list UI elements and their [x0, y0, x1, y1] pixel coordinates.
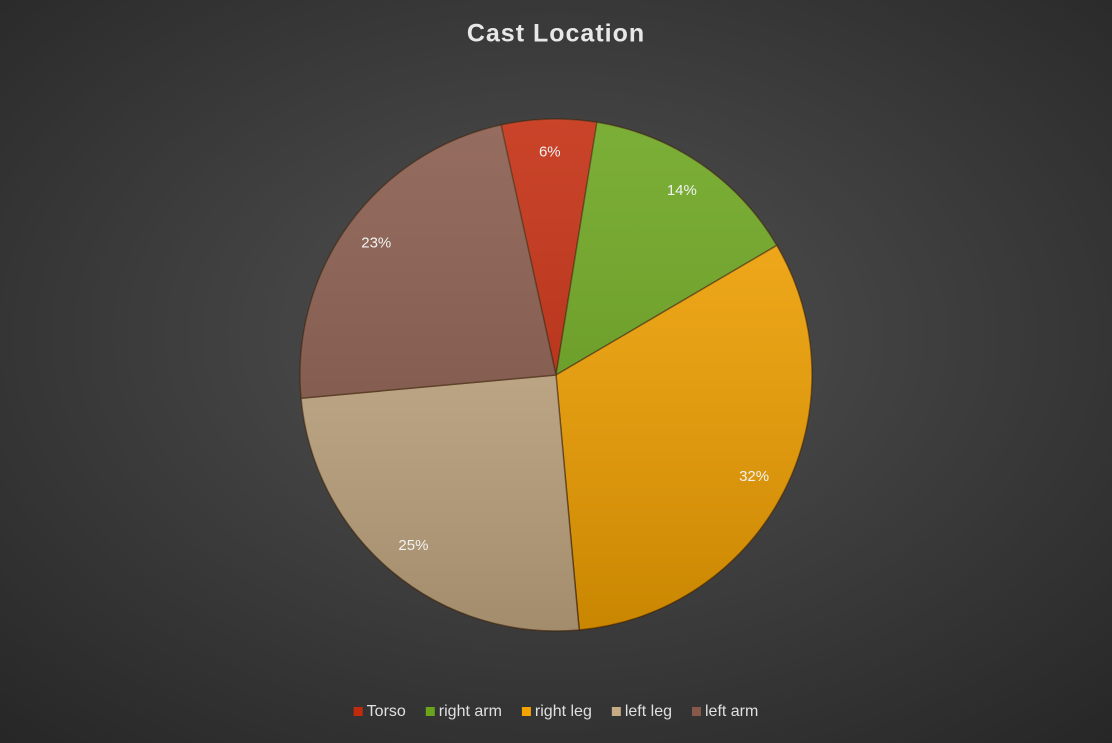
legend-label: Torso [367, 703, 406, 720]
data-label: 32% [739, 468, 769, 485]
data-label: 23% [361, 234, 391, 251]
legend: Torso right arm right leg left leg left arm [353, 703, 758, 720]
legend-label: left arm [705, 703, 758, 720]
legend-marker [611, 707, 621, 716]
data-label: 6% [539, 143, 561, 160]
legend-marker [691, 707, 701, 716]
chart-title: Cast Location [467, 20, 645, 48]
data-label: 14% [667, 182, 697, 199]
data-labels: 6% 14% 32% 25% 23% [361, 143, 769, 554]
legend-label: right leg [535, 703, 592, 720]
legend-marker [425, 707, 435, 716]
legend-marker [521, 707, 531, 716]
legend-label: right arm [439, 703, 502, 720]
pie [299, 118, 813, 632]
legend-marker [353, 707, 363, 716]
data-label: 25% [398, 537, 428, 554]
legend-label: left leg [625, 703, 672, 720]
